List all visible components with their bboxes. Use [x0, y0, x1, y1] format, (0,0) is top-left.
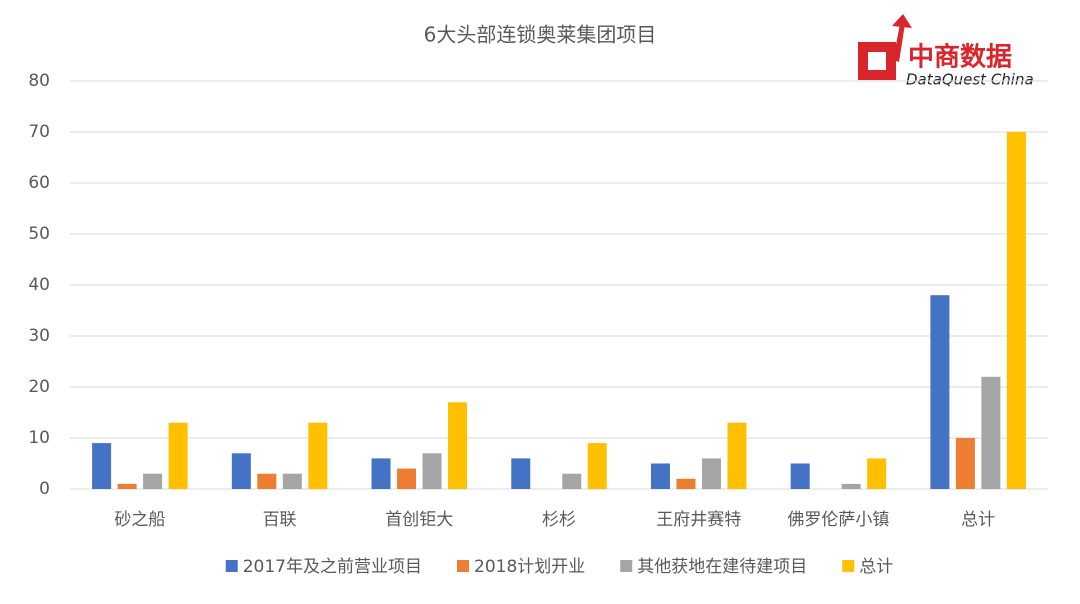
bar	[701, 458, 721, 489]
legend-swatch	[225, 560, 238, 572]
y-tick-label: 60	[28, 173, 50, 193]
legend-label: 其他获地在建待建项目	[637, 557, 807, 577]
bar	[92, 443, 112, 489]
bar	[562, 473, 582, 489]
x-tick-label: 砂之船	[114, 510, 165, 530]
bar	[397, 468, 417, 489]
chart-title: 6大头部连锁奥莱集团项目	[424, 23, 657, 47]
x-tick-label: 杉杉	[542, 510, 576, 530]
legend-label: 总计	[859, 557, 893, 577]
x-tick-label: 总计	[961, 510, 995, 530]
legend-label: 2017年及之前营业项目	[243, 557, 422, 577]
y-tick-label: 80	[28, 71, 50, 91]
bar	[257, 473, 277, 489]
bar	[930, 295, 950, 489]
bar	[955, 438, 975, 489]
y-tick-label: 40	[28, 275, 50, 295]
bar	[650, 463, 670, 489]
logo-name: 中商数据	[908, 42, 1012, 73]
legend-swatch	[842, 560, 855, 572]
bar	[676, 478, 696, 489]
y-tick-label: 20	[28, 377, 50, 397]
logo-subtitle: DataQuest China	[906, 71, 1034, 89]
bar	[282, 473, 302, 489]
bar	[981, 376, 1001, 489]
logo: 中商数据 DataQuest China	[858, 14, 1034, 89]
bar	[790, 463, 810, 489]
y-tick-label: 10	[28, 428, 50, 448]
bar	[117, 483, 137, 489]
logo-arrow	[892, 14, 912, 62]
legend-label: 2018计划开业	[474, 557, 585, 577]
bar	[511, 458, 531, 489]
x-tick-label: 百联	[263, 510, 297, 530]
legend-swatch	[457, 560, 469, 572]
logo-icon	[858, 42, 896, 80]
y-tick-label: 70	[28, 122, 50, 142]
bar	[168, 422, 188, 489]
legend-swatch	[620, 560, 633, 572]
bar	[371, 458, 391, 489]
bar	[448, 402, 468, 489]
bar	[841, 483, 861, 489]
bar	[867, 458, 887, 489]
bar	[143, 473, 163, 489]
bar	[308, 422, 328, 489]
x-tick-label: 王府井赛特	[656, 509, 741, 530]
x-tick-label: 佛罗伦萨小镇	[787, 510, 889, 530]
bar	[1006, 132, 1026, 489]
x-tick-label: 首创钜大	[385, 510, 453, 530]
y-tick-label: 50	[28, 224, 50, 244]
y-tick-label: 30	[28, 326, 50, 346]
bar	[422, 453, 442, 489]
y-tick-label: 0	[39, 479, 50, 499]
bar	[231, 453, 251, 489]
bar	[727, 422, 747, 489]
bar	[587, 443, 607, 489]
